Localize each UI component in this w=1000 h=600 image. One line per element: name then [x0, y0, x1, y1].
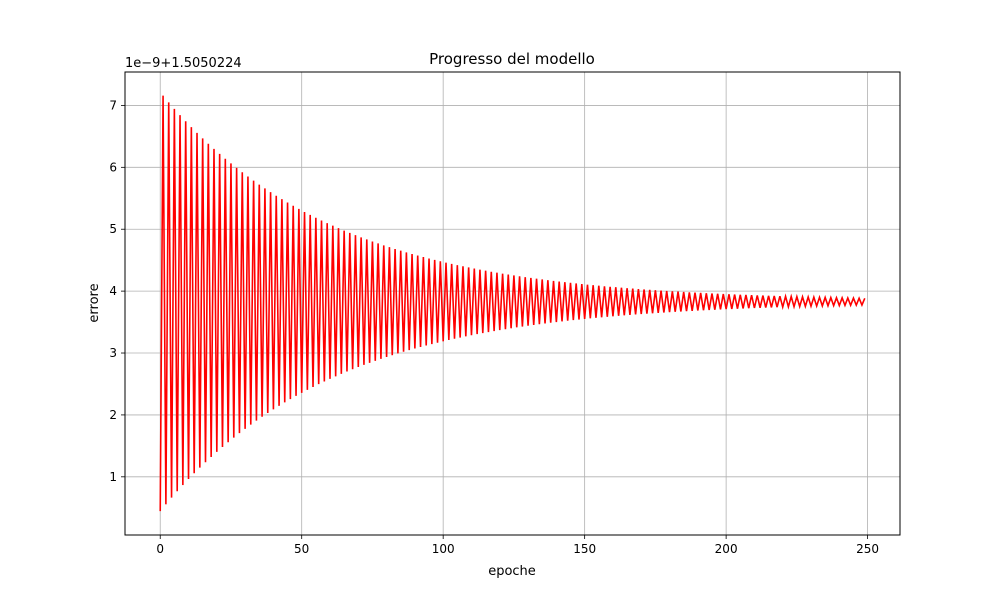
- x-axis-label: epoche: [488, 564, 536, 579]
- y-tick-label: 7: [109, 98, 117, 112]
- plot-frame: [124, 71, 901, 536]
- y-offset-label: 1e−9+1.5050224: [125, 56, 242, 71]
- x-tick-label: 0: [156, 542, 164, 556]
- y-tick-label: 2: [109, 408, 117, 422]
- x-axis-ticks: 0 50 100 150 200 250: [156, 535, 879, 556]
- chart-title: Progresso del modello: [429, 50, 595, 68]
- x-tick-label: 250: [856, 542, 879, 556]
- y-axis-label: errore: [87, 283, 102, 322]
- data-series: [159, 95, 866, 512]
- x-tick-label: 200: [715, 542, 738, 556]
- y-tick-label: 6: [109, 160, 117, 174]
- x-tick-label: 150: [573, 542, 596, 556]
- y-axis-ticks: 1 2 3 4 5 6 7: [109, 98, 125, 484]
- y-tick-label: 4: [109, 284, 117, 298]
- y-tick-label: 1: [109, 470, 117, 484]
- y-tick-label: 3: [109, 346, 117, 360]
- x-tick-label: 50: [294, 542, 309, 556]
- x-tick-label: 100: [432, 542, 455, 556]
- y-tick-label: 5: [109, 222, 117, 236]
- error-series-line: [159, 95, 866, 512]
